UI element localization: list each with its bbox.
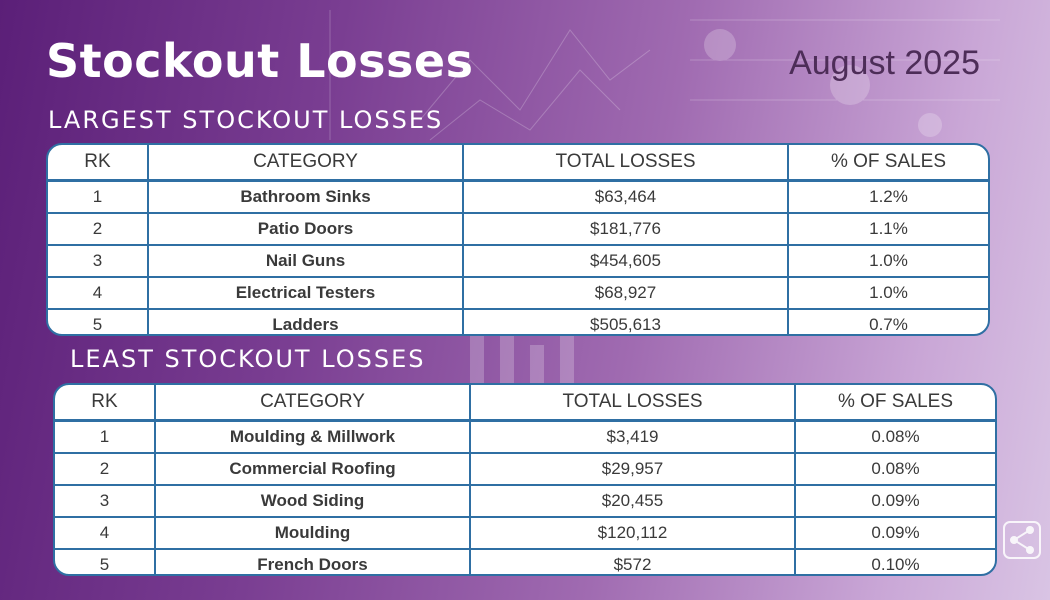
pct-of-sales-cell: 0.10% <box>871 555 920 574</box>
largest-losses-table: RK CATEGORY TOTAL LOSSES % OF SALES 1 Ba… <box>46 143 990 336</box>
total-losses-cell: $454,605 <box>463 245 789 278</box>
rank-cell: 5 <box>48 309 149 334</box>
pct-of-sales-cell: 1.1% <box>788 213 988 246</box>
largest-losses-heading: LARGEST STOCKOUT LOSSES <box>48 106 444 134</box>
table-row: 4 Moulding $120,112 0.09% <box>55 517 995 550</box>
table-row: 4 Electrical Testers $68,927 1.0% <box>48 277 988 310</box>
category-cell: Wood Siding <box>155 485 471 518</box>
rank-cell: 3 <box>55 485 156 518</box>
rank-cell: 2 <box>48 213 149 246</box>
rank-cell: 4 <box>48 277 149 310</box>
report-date: August 2025 <box>789 44 980 82</box>
category-cell: Moulding & Millwork <box>155 420 471 454</box>
column-header-total-losses: TOTAL LOSSES <box>470 385 796 422</box>
table-header-row: RK CATEGORY TOTAL LOSSES % OF SALES <box>55 385 995 422</box>
rank-cell: 3 <box>48 245 149 278</box>
least-losses-heading: LEAST STOCKOUT LOSSES <box>70 345 426 373</box>
total-losses-cell: $20,455 <box>470 485 796 518</box>
pct-of-sales-cell: 1.2% <box>788 180 988 214</box>
category-cell: Electrical Testers <box>148 277 464 310</box>
pct-of-sales-cell: 0.09% <box>795 517 995 550</box>
column-header-rank: RK <box>55 385 156 422</box>
column-header-rank: RK <box>48 145 149 182</box>
rank-cell: 2 <box>55 453 156 486</box>
table-header-row: RK CATEGORY TOTAL LOSSES % OF SALES <box>48 145 988 182</box>
total-losses-cell: $120,112 <box>470 517 796 550</box>
column-header-pct-of-sales: % OF SALES <box>788 145 988 182</box>
table-row: 5 Ladders $505,613 0.7% <box>48 309 988 334</box>
total-losses-cell: $572 <box>470 549 796 574</box>
pct-of-sales-cell: 0.08% <box>795 420 995 454</box>
least-losses-table: RK CATEGORY TOTAL LOSSES % OF SALES 1 Mo… <box>53 383 997 576</box>
category-cell: Moulding <box>155 517 471 550</box>
table-row: 1 Moulding & Millwork $3,419 0.08% <box>55 420 995 454</box>
network-nodes-icon <box>1003 521 1041 559</box>
category-cell: French Doors <box>155 549 471 574</box>
table-row: 2 Commercial Roofing $29,957 0.08% <box>55 453 995 486</box>
total-losses-cell: $505,613 <box>463 309 789 334</box>
column-header-pct-of-sales: % OF SALES <box>795 385 995 422</box>
category-cell: Bathroom Sinks <box>148 180 464 214</box>
category-cell: Ladders <box>148 309 464 334</box>
total-losses-cell: $68,927 <box>463 277 789 310</box>
column-header-category: CATEGORY <box>148 145 464 182</box>
category-cell: Nail Guns <box>148 245 464 278</box>
table-row: 3 Wood Siding $20,455 0.09% <box>55 485 995 518</box>
table-row: 5 French Doors $572 0.10% <box>55 549 995 574</box>
pct-of-sales-cell: 1.0% <box>788 277 988 310</box>
table-row: 1 Bathroom Sinks $63,464 1.2% <box>48 180 988 214</box>
total-losses-cell: $181,776 <box>463 213 789 246</box>
rank-cell: 1 <box>55 420 156 454</box>
category-cell: Patio Doors <box>148 213 464 246</box>
table-row: 3 Nail Guns $454,605 1.0% <box>48 245 988 278</box>
pct-of-sales-cell: 0.08% <box>795 453 995 486</box>
category-cell: Commercial Roofing <box>155 453 471 486</box>
rank-cell: 5 <box>55 549 156 574</box>
total-losses-cell: $3,419 <box>470 420 796 454</box>
column-header-category: CATEGORY <box>155 385 471 422</box>
pct-of-sales-cell: 0.7% <box>869 315 908 334</box>
total-losses-cell: $63,464 <box>463 180 789 214</box>
pct-of-sales-cell: 1.0% <box>788 245 988 278</box>
table-row: 2 Patio Doors $181,776 1.1% <box>48 213 988 246</box>
total-losses-cell: $29,957 <box>470 453 796 486</box>
page-title: Stockout Losses <box>46 34 474 88</box>
rank-cell: 1 <box>48 180 149 214</box>
rank-cell: 4 <box>55 517 156 550</box>
pct-of-sales-cell: 0.09% <box>795 485 995 518</box>
column-header-total-losses: TOTAL LOSSES <box>463 145 789 182</box>
